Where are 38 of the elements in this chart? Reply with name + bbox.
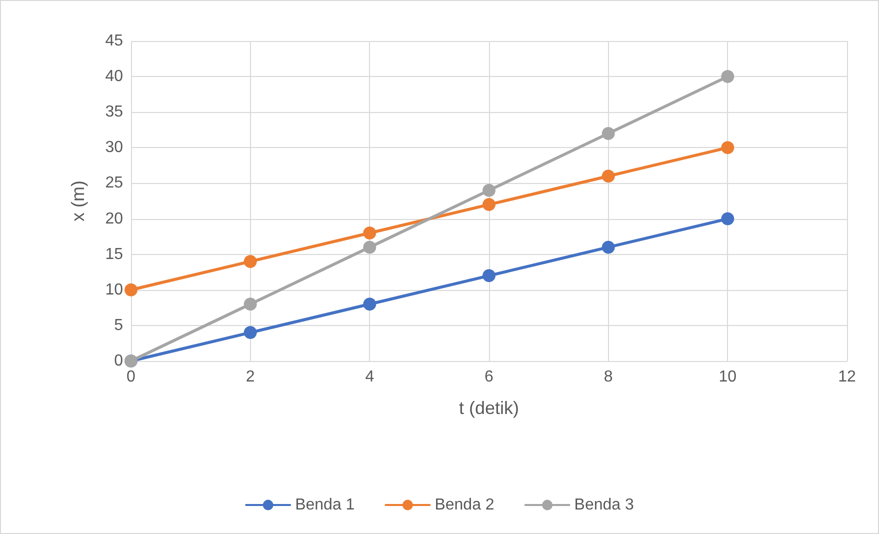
legend-label: Benda 1 bbox=[295, 496, 355, 514]
y-tick-label: 40 bbox=[105, 68, 124, 86]
point bbox=[244, 298, 257, 311]
x-tick-label: 6 bbox=[484, 368, 494, 386]
legend-label: Benda 2 bbox=[434, 496, 494, 514]
point bbox=[602, 240, 615, 254]
x-tick-label: 0 bbox=[126, 368, 136, 386]
x-axis-title: t (detik) bbox=[458, 398, 520, 418]
y-tick-label: 15 bbox=[105, 246, 124, 263]
point bbox=[363, 226, 376, 240]
y-tick-label: 10 bbox=[105, 281, 124, 298]
x-tick-label: 12 bbox=[838, 368, 856, 386]
point bbox=[244, 254, 257, 268]
y-tick-label: 25 bbox=[105, 174, 124, 192]
y-tick-label: 0 bbox=[114, 352, 124, 370]
point bbox=[602, 126, 615, 140]
point bbox=[602, 170, 615, 183]
point bbox=[124, 283, 138, 296]
x-tick-label: 10 bbox=[718, 368, 737, 386]
y-tick-label: 45 bbox=[105, 32, 124, 50]
point bbox=[482, 184, 496, 197]
point bbox=[721, 141, 734, 154]
point bbox=[721, 70, 734, 84]
y-tick-label: 30 bbox=[105, 139, 124, 156]
y-tick-label: 5 bbox=[114, 316, 124, 334]
point bbox=[363, 298, 376, 311]
point bbox=[244, 326, 257, 340]
y-axis-title: x (m) bbox=[68, 180, 88, 222]
point bbox=[363, 240, 376, 254]
y-tick-label: 35 bbox=[105, 104, 124, 121]
y-tick-label: 20 bbox=[105, 210, 124, 228]
x-tick-label: 4 bbox=[365, 368, 374, 386]
x-tick-label: 8 bbox=[604, 368, 613, 386]
point bbox=[482, 269, 496, 282]
x-tick-label: 2 bbox=[246, 368, 255, 386]
point bbox=[721, 212, 734, 226]
point bbox=[482, 198, 496, 212]
legend-label: Benda 3 bbox=[574, 496, 634, 514]
